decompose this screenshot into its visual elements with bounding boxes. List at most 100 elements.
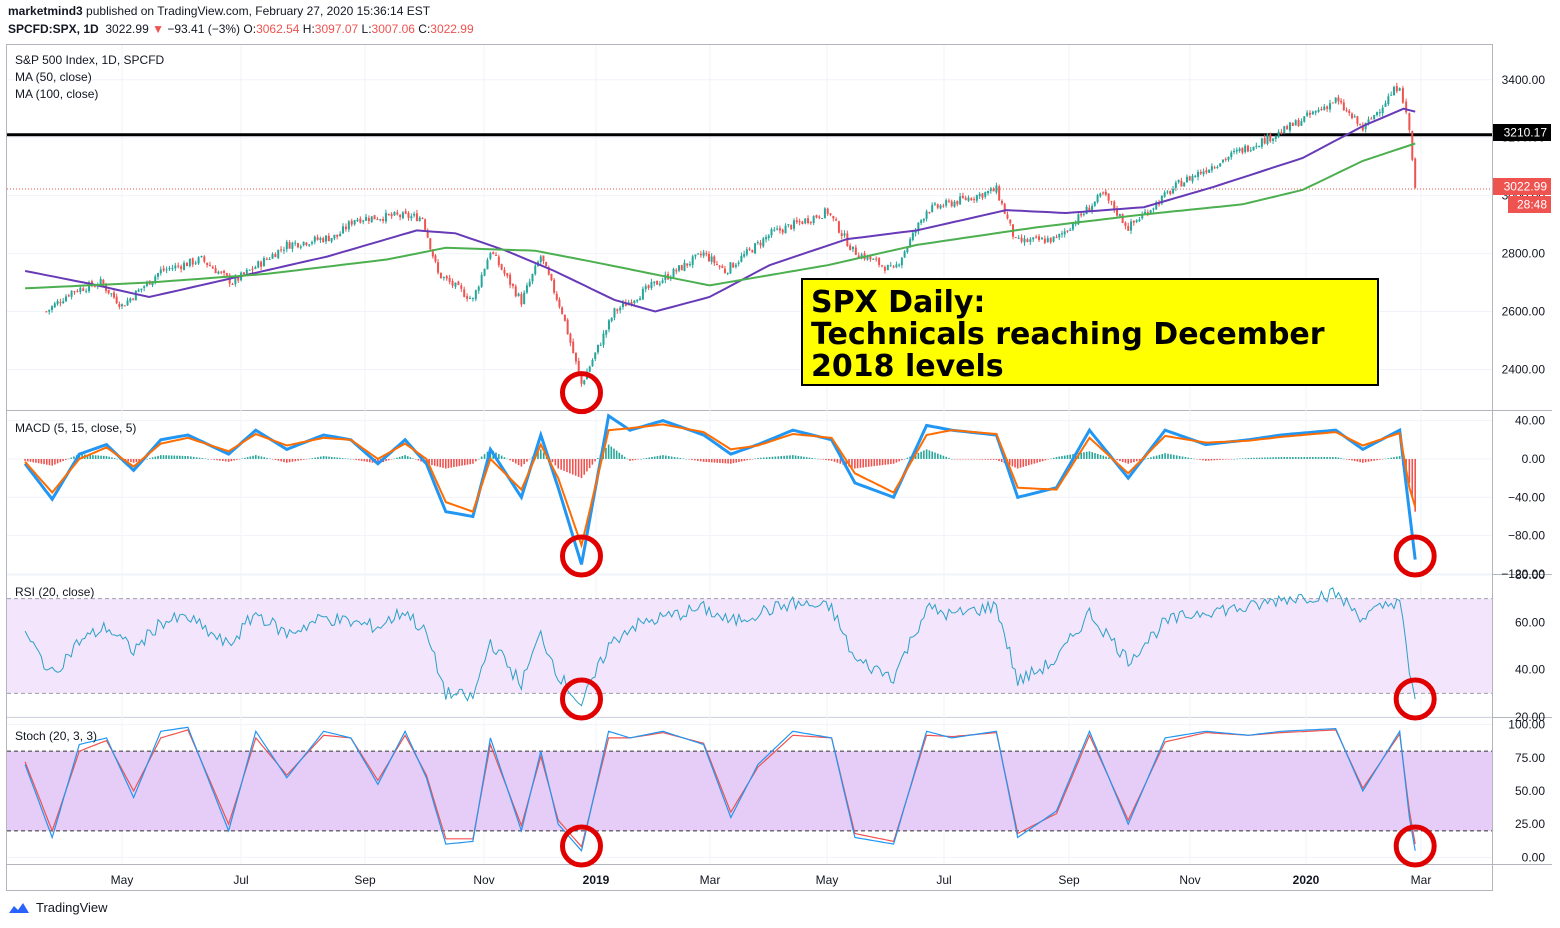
candle-body (1398, 88, 1401, 91)
candle-body (1300, 121, 1303, 126)
candle-body (678, 265, 681, 271)
macd-histogram-bar (1312, 457, 1314, 459)
candle-body (984, 192, 987, 197)
macd-histogram-bar (621, 454, 623, 459)
macd-histogram-bar (1253, 457, 1255, 459)
candle-body (1258, 145, 1261, 147)
macd-histogram-bar (867, 458, 870, 467)
indicator-bands (7, 598, 1492, 832)
candle-body (528, 281, 531, 287)
macd-histogram-bar (401, 455, 404, 459)
macd-histogram-bar (56, 458, 59, 464)
macd-histogram-bar (358, 458, 360, 461)
candle-body (875, 258, 878, 260)
y-tick-label: −80.00 (1508, 529, 1545, 543)
macd-histogram-bar (1362, 458, 1364, 463)
macd-histogram-bar (580, 458, 583, 479)
candle-body (523, 292, 526, 304)
candle-body (778, 228, 781, 231)
macd-pane[interactable] (23, 413, 1417, 565)
macd-histogram-bar (222, 458, 224, 461)
macd-histogram-bar (862, 458, 864, 468)
candle-body (1373, 115, 1376, 120)
y-tick-label: −40.00 (1508, 490, 1545, 504)
candle-body (359, 218, 362, 223)
candle-body (159, 269, 162, 274)
candle-body (1118, 213, 1121, 217)
macd-histogram-bar (653, 456, 656, 459)
macd-histogram-bar (509, 458, 511, 461)
macd-signal-line (24, 423, 1417, 549)
candle-body (208, 264, 211, 267)
candle-body (474, 290, 477, 300)
macd-histogram-bar (40, 458, 43, 464)
candle-body (311, 242, 314, 244)
macd-histogram-bar (735, 458, 738, 463)
candle-body (572, 341, 575, 354)
macd-histogram-bar (1297, 457, 1300, 459)
macd-histogram-bar (705, 458, 708, 463)
macd-histogram-bar (105, 456, 108, 459)
macd-histogram-bar (1121, 458, 1124, 462)
macd-histogram-bar (1102, 455, 1105, 459)
candle-body (1359, 124, 1362, 126)
annotation-box[interactable]: SPX Daily: Technicals reaching December … (801, 278, 1379, 386)
indicator-low-circle (559, 677, 603, 721)
candle-body (448, 277, 451, 282)
candle-body (898, 264, 901, 266)
macd-histogram-bar (925, 449, 928, 459)
macd-histogram-bar (1202, 458, 1204, 461)
macd-histogram-bar (417, 458, 420, 461)
macd-histogram-bar (1133, 458, 1135, 463)
macd-histogram-bar (135, 458, 138, 463)
candle-body (641, 288, 644, 300)
x-tick-label: Sep (354, 873, 376, 887)
macd-histogram-bar (1236, 458, 1238, 460)
candle-body (1116, 209, 1119, 216)
candle-body (1202, 171, 1205, 175)
candle-body (145, 281, 148, 286)
macd-histogram-bar (1016, 458, 1019, 469)
candle-body (483, 268, 486, 276)
candle-body (234, 276, 237, 285)
candle-body (500, 264, 503, 270)
macd-histogram-bar (463, 458, 466, 466)
price-pane[interactable] (7, 82, 1492, 387)
macd-histogram-bar (1370, 458, 1373, 462)
candle-body (257, 261, 260, 268)
candle-body (1093, 201, 1096, 206)
footer-brand[interactable]: TradingView (36, 900, 108, 915)
macd-histogram-bar (903, 458, 906, 460)
candle-body (550, 273, 553, 281)
macd-histogram-bar (732, 458, 735, 464)
macd-histogram-bar (1239, 458, 1241, 460)
stoch-pane[interactable] (24, 726, 1416, 852)
candle-body (1219, 163, 1222, 167)
candle-body (636, 299, 639, 302)
indicator-low-circle (1393, 824, 1437, 868)
macd-histogram-bar (640, 458, 642, 460)
chart-canvas[interactable]: 2400.002600.002800.003000.003200.003400.… (0, 0, 1560, 900)
macd-histogram-bar (436, 458, 439, 467)
macd-histogram-bar (1351, 458, 1353, 461)
macd-histogram-bar (939, 454, 942, 459)
overbought-oversold-band (7, 751, 1492, 831)
macd-histogram-bar (1187, 457, 1190, 459)
candle-body (489, 253, 492, 259)
candle-body (840, 233, 843, 236)
candle-body (1055, 236, 1058, 238)
publisher-name[interactable]: marketmind3 (8, 4, 83, 18)
stoch-k-line (24, 726, 1416, 852)
macd-histogram-bar (1025, 458, 1027, 467)
macd-histogram-bar (1353, 458, 1356, 462)
candle-body (379, 219, 382, 221)
candle-body (1308, 112, 1311, 115)
candle-body (1348, 110, 1351, 113)
candle-body (365, 216, 368, 221)
candle-body (1342, 102, 1345, 111)
candle-body (1244, 145, 1247, 153)
candle-body (1107, 193, 1110, 201)
rsi-pane[interactable] (24, 587, 1416, 707)
macd-histogram-bar (288, 458, 291, 463)
candle-body (1160, 195, 1163, 204)
